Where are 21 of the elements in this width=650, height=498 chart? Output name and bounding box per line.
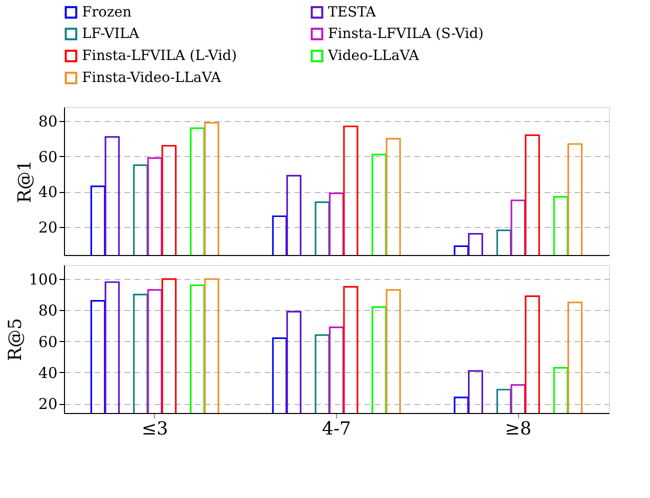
y-tick-label: 100 xyxy=(28,270,58,289)
legend-label: Finsta-Video-LLaVA xyxy=(82,70,222,86)
y-tick-label: 40 xyxy=(38,183,58,202)
legend-label: Finsta-LFVILA (S-Vid) xyxy=(328,26,484,42)
y-tick-label: 80 xyxy=(38,302,58,320)
y-tick-label: 20 xyxy=(38,395,58,414)
y-tick-label: 20 xyxy=(38,218,58,236)
y-tick-label: 40 xyxy=(38,364,58,382)
x-tick-label: ≥8 xyxy=(504,418,532,440)
y-axis-title: R@5 xyxy=(4,318,26,362)
legend-label: Frozen xyxy=(82,4,132,20)
y-tick-label: 60 xyxy=(38,148,58,166)
legend-label: TESTA xyxy=(328,4,377,20)
y-tick-label: 60 xyxy=(38,332,58,351)
x-tick-label: 4-7 xyxy=(322,418,351,440)
y-axis-title: R@1 xyxy=(14,160,36,204)
x-tick-label: ≤3 xyxy=(142,418,168,440)
legend-label: LF-VILA xyxy=(82,26,140,42)
legend-label: Video-LLaVA xyxy=(327,48,420,64)
legend-label: Finsta-LFVILA (L-Vid) xyxy=(82,48,237,64)
y-tick-label: 80 xyxy=(38,112,58,131)
